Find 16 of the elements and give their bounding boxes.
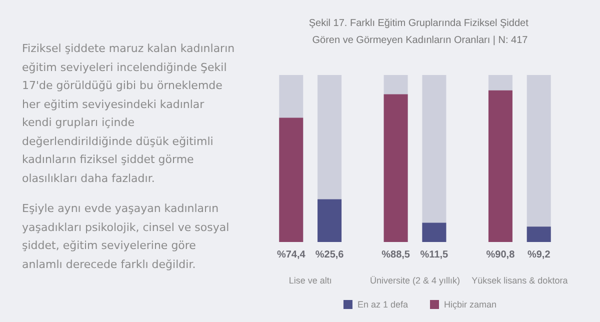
bar (526, 226, 551, 242)
text: Fiziksel şiddete maruz kalan kadınların eğitim seviyeleri incelendiğinde Şekil 17'de görüldüğü gibi bu örneklemde her eğitim seviyesindeki kadınlar kendi grupları içinde değerlendirildiğinde düşük eğitimli kadınların fiziksel şiddet görme olasılıkları daha fazladır. (22, 41, 236, 186)
data-label: %11,5 (420, 250, 449, 260)
x-tick-label: Üniversite (2 & 4 yıllık) (370, 276, 460, 286)
data-label: %90,8 (486, 250, 516, 260)
x-tick-label: Lise ve altı (288, 276, 332, 286)
legend-label: En az 1 defa (357, 300, 408, 310)
data-label: %9,2 (527, 250, 551, 260)
x-tick-label: Yüksek lisans & doktora (472, 276, 568, 286)
chart-title: Şekil 17. Farklı Eğitim Gruplarında Fiziksel Şiddet Gören ve Görmeyen Kadınların Oranları | N: 417 (308, 18, 532, 46)
bar (422, 222, 446, 242)
text: Eşiyle aynı evde yaşayan kadınların yaşadıkları psikolojik, cinsel ve sosyal şiddet, eğitim seviyelerine göre anlamlı derecede farklı değildir. (22, 201, 230, 272)
legend-label: Hiçbir zaman (444, 300, 497, 310)
data-label: %25,6 (315, 250, 344, 260)
data-label: %74,4 (276, 250, 306, 260)
data-label: %88,5 (382, 250, 410, 260)
